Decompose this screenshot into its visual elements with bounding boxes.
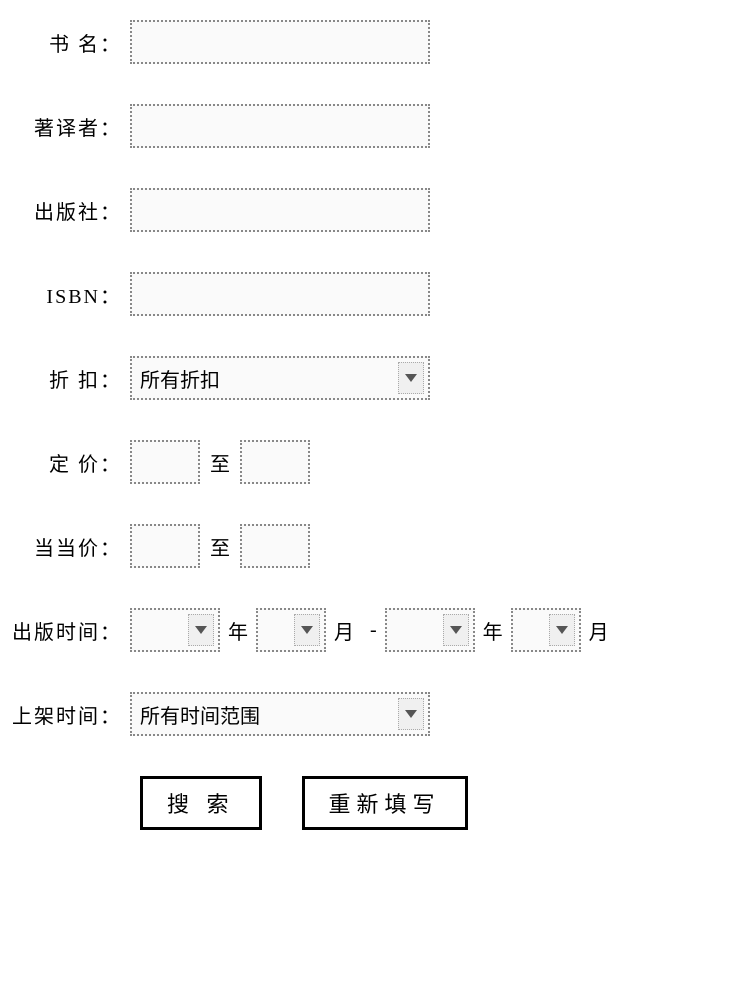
list-price-from-input[interactable] bbox=[130, 440, 200, 484]
dd-price-label: 当当价： bbox=[10, 532, 130, 561]
publisher-label: 出版社： bbox=[10, 196, 130, 225]
dd-price-from-input[interactable] bbox=[130, 524, 200, 568]
author-label: 著译者： bbox=[10, 112, 130, 141]
list-price-label: 定 价： bbox=[10, 448, 130, 477]
search-button[interactable]: 搜 索 bbox=[140, 776, 262, 830]
year-unit-2: 年 bbox=[483, 616, 503, 645]
chevron-down-icon bbox=[398, 362, 424, 394]
to-label: 至 bbox=[210, 448, 230, 477]
shelf-date-select[interactable]: 所有时间范围 bbox=[130, 692, 430, 736]
isbn-label: ISBN： bbox=[10, 280, 130, 309]
month-unit-1: 月 bbox=[334, 616, 354, 645]
isbn-input[interactable] bbox=[130, 272, 430, 316]
pub-month-from-select[interactable] bbox=[256, 608, 326, 652]
chevron-down-icon bbox=[398, 698, 424, 730]
year-unit-1: 年 bbox=[228, 616, 248, 645]
pub-year-from-select[interactable] bbox=[130, 608, 220, 652]
author-input[interactable] bbox=[130, 104, 430, 148]
chevron-down-icon bbox=[294, 614, 320, 646]
reset-button[interactable]: 重新填写 bbox=[302, 776, 468, 830]
book-name-input[interactable] bbox=[130, 20, 430, 64]
date-dash: - bbox=[370, 619, 377, 642]
book-name-label: 书 名： bbox=[10, 28, 130, 57]
dd-price-to-input[interactable] bbox=[240, 524, 310, 568]
pub-date-label: 出版时间： bbox=[10, 616, 130, 645]
pub-month-to-select[interactable] bbox=[511, 608, 581, 652]
chevron-down-icon bbox=[188, 614, 214, 646]
discount-select[interactable]: 所有折扣 bbox=[130, 356, 430, 400]
discount-selected-value: 所有折扣 bbox=[140, 364, 220, 393]
discount-label: 折 扣： bbox=[10, 364, 130, 393]
publisher-input[interactable] bbox=[130, 188, 430, 232]
month-unit-2: 月 bbox=[589, 616, 609, 645]
pub-year-to-select[interactable] bbox=[385, 608, 475, 652]
chevron-down-icon bbox=[549, 614, 575, 646]
shelf-date-selected-value: 所有时间范围 bbox=[140, 700, 260, 729]
shelf-date-label: 上架时间： bbox=[10, 700, 130, 729]
chevron-down-icon bbox=[443, 614, 469, 646]
to-label-2: 至 bbox=[210, 532, 230, 561]
list-price-to-input[interactable] bbox=[240, 440, 310, 484]
